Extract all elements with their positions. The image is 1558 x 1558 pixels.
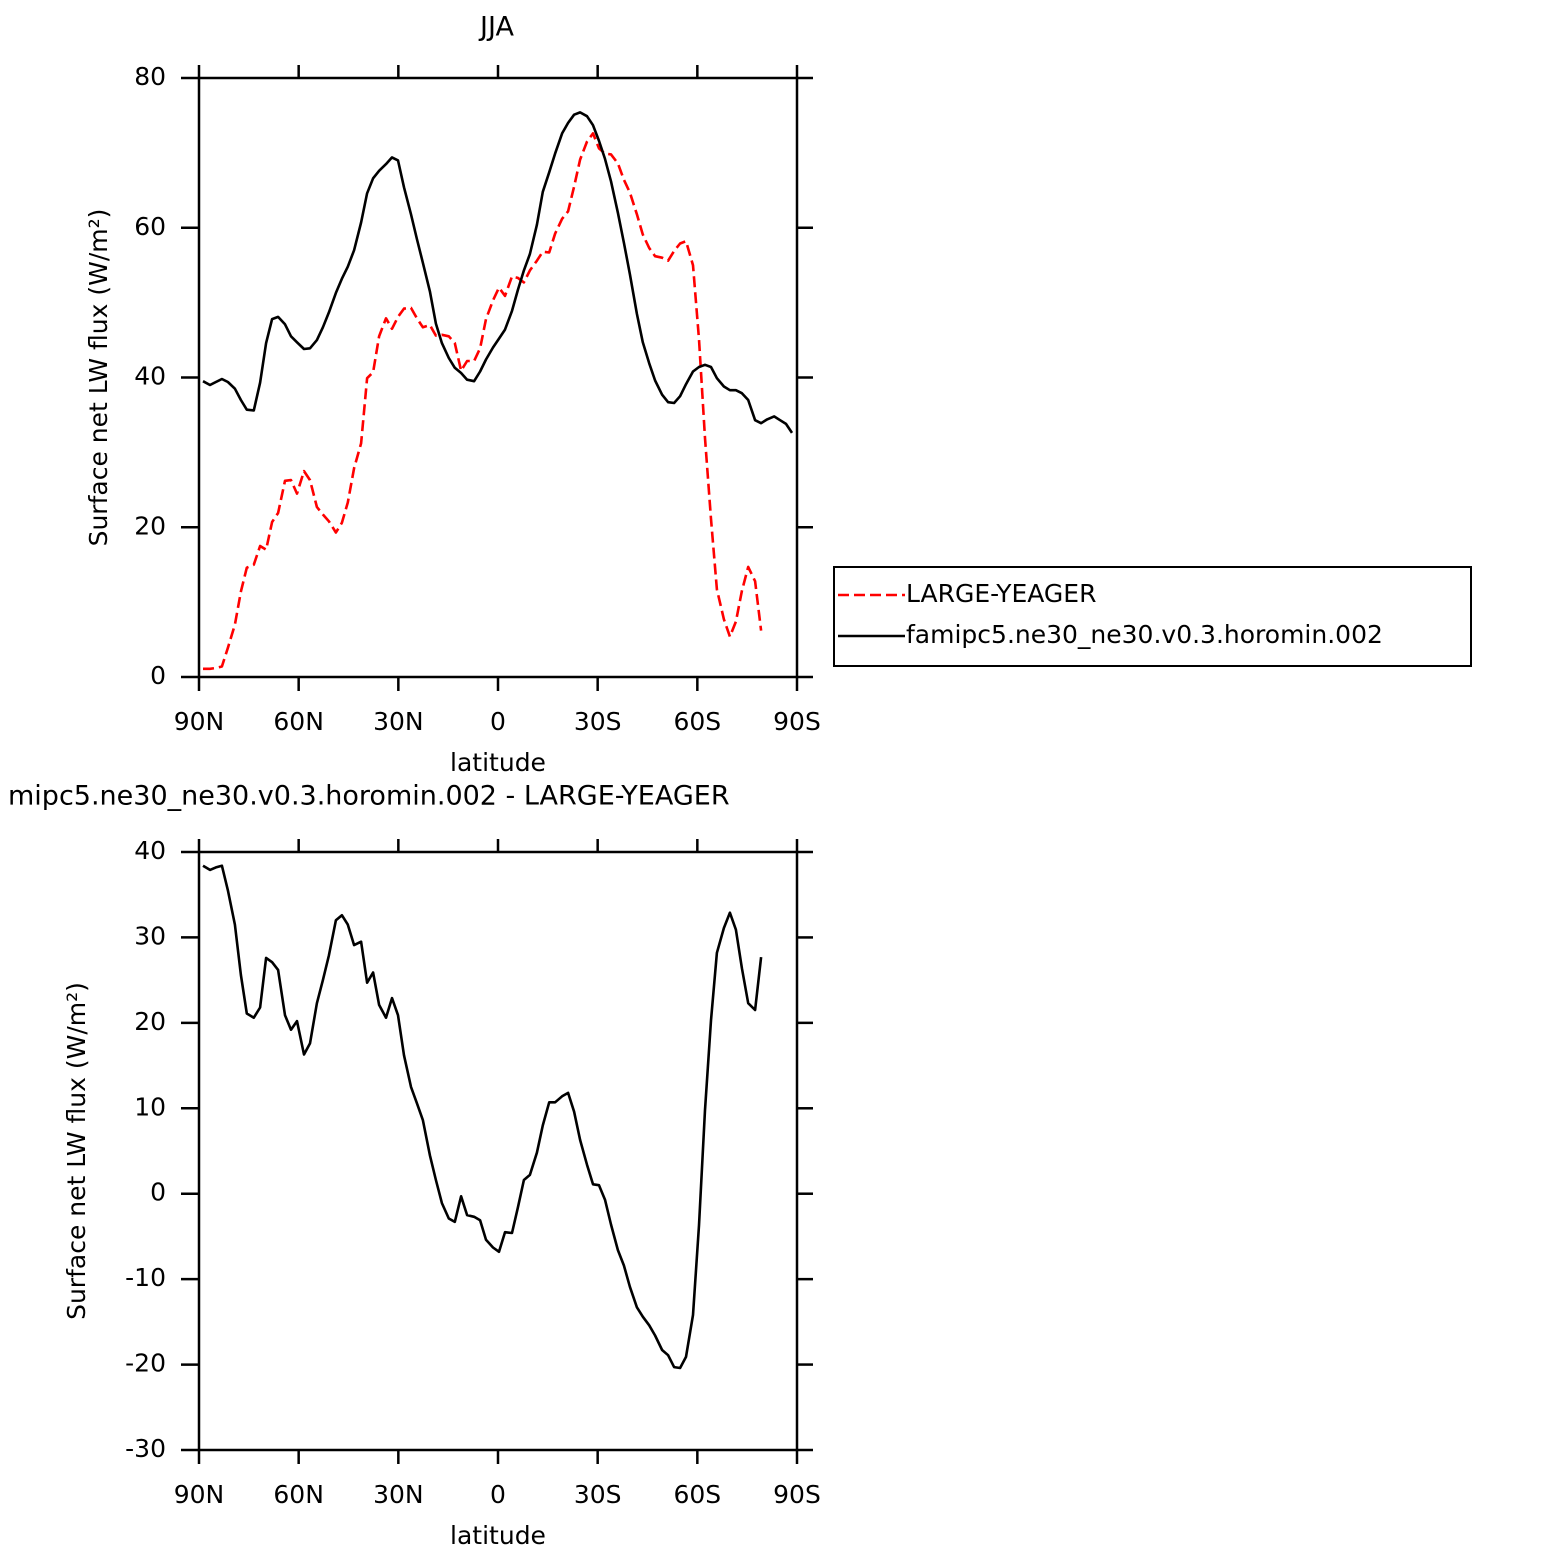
y-tick-label: 40 bbox=[134, 836, 166, 865]
x-tick-label: 30S bbox=[574, 707, 622, 736]
plot-frame bbox=[197, 850, 799, 1452]
legend: LARGE-YEAGER famipc5.ne30_ne30.v0.3.horom… bbox=[833, 566, 1472, 667]
series-line bbox=[203, 132, 763, 671]
chart-title: mipc5.ne30_ne30.v0.3.horomin.002 - LARGE… bbox=[8, 781, 730, 812]
y-tick-label: 30 bbox=[134, 921, 166, 950]
y-axis-label: Surface net LW flux (W/m²) bbox=[62, 982, 91, 1320]
y-axis-label: Surface net LW flux (W/m²) bbox=[84, 209, 113, 547]
y-tick-label: -30 bbox=[125, 1434, 166, 1463]
x-tick-label: 60S bbox=[673, 1480, 721, 1509]
y-tick-label: 40 bbox=[134, 362, 166, 391]
y-tick-label: -10 bbox=[125, 1263, 166, 1292]
x-tick-label: 90S bbox=[773, 707, 821, 736]
y-tick-label: 20 bbox=[134, 511, 166, 540]
x-tick-label: 60N bbox=[273, 1480, 324, 1509]
x-tick-label: 30S bbox=[574, 1480, 622, 1509]
y-tick-label: 60 bbox=[134, 212, 166, 241]
plot-frame bbox=[197, 76, 799, 679]
x-axis-label: latitude bbox=[450, 1521, 546, 1550]
x-tick-label: 90N bbox=[174, 1480, 225, 1509]
legend-label: famipc5.ne30_ne30.v0.3.horomin.002 bbox=[906, 620, 1383, 649]
series-line bbox=[202, 864, 763, 1370]
y-tick-label: 20 bbox=[134, 1007, 166, 1036]
legend-label: LARGE-YEAGER bbox=[906, 579, 1096, 608]
legend-box bbox=[833, 566, 1472, 667]
x-tick-label: 60N bbox=[273, 707, 324, 736]
y-tick-label: 80 bbox=[134, 62, 166, 91]
x-tick-label: 60S bbox=[673, 707, 721, 736]
x-tick-label: 90S bbox=[773, 1480, 821, 1509]
y-tick-label: 10 bbox=[134, 1092, 166, 1121]
x-tick-label: 0 bbox=[490, 1480, 506, 1509]
x-tick-label: 0 bbox=[490, 707, 506, 736]
chart-title: JJA bbox=[478, 12, 514, 43]
x-tick-label: 30N bbox=[373, 1480, 424, 1509]
y-tick-label: 0 bbox=[150, 661, 166, 690]
series-line bbox=[202, 111, 794, 434]
x-axis-label: latitude bbox=[450, 748, 546, 777]
y-tick-label: 0 bbox=[150, 1178, 166, 1207]
x-tick-label: 90N bbox=[174, 707, 225, 736]
x-tick-label: 30N bbox=[373, 707, 424, 736]
y-tick-label: -20 bbox=[125, 1349, 166, 1378]
